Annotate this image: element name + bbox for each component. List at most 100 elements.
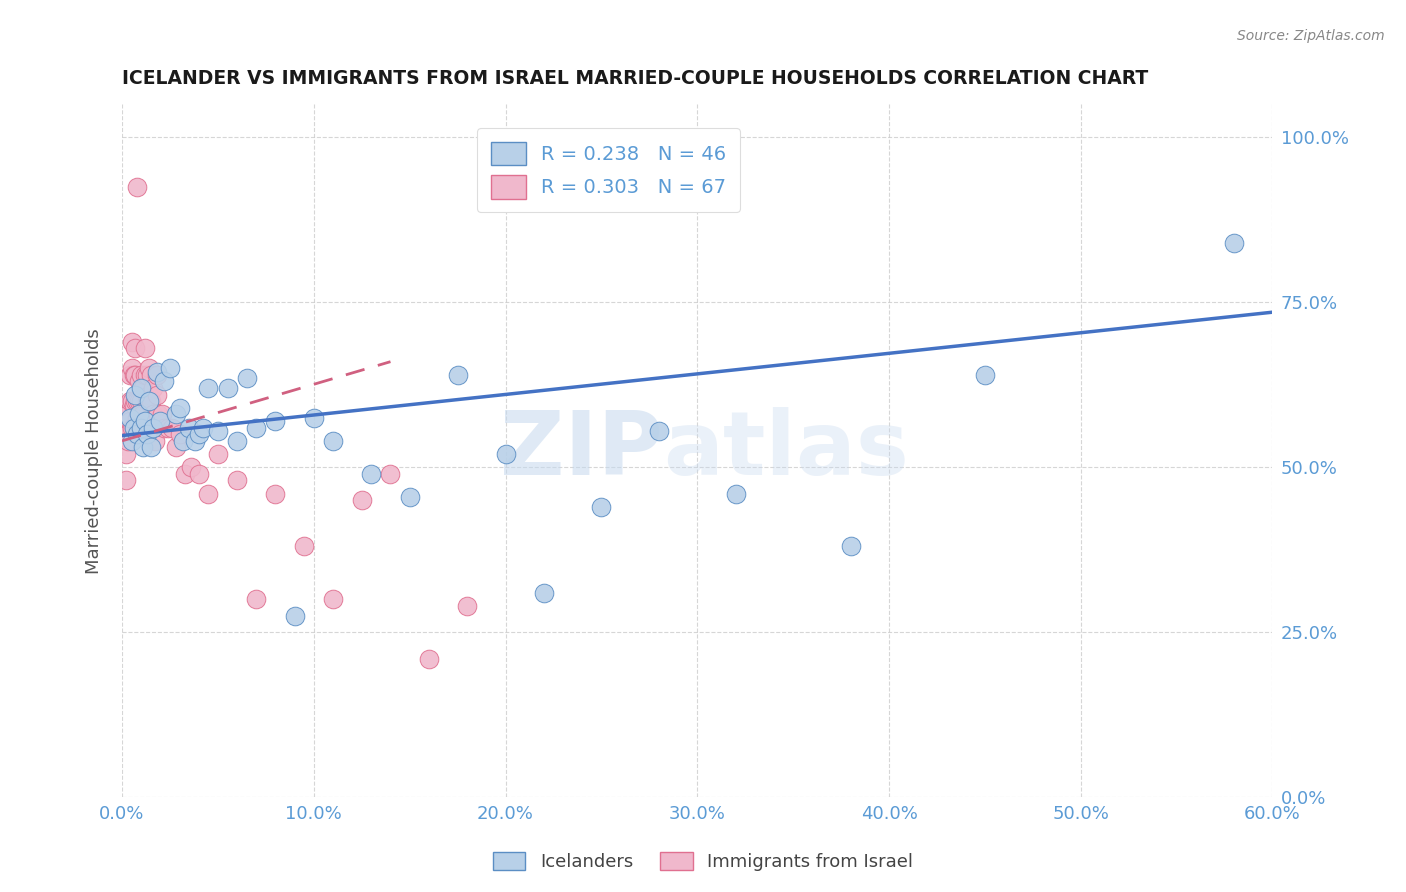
- Point: [322, 592, 344, 607]
- Point: [245, 420, 267, 434]
- Point: [129, 420, 152, 434]
- Point: [446, 368, 468, 382]
- Text: Source: ZipAtlas.com: Source: ZipAtlas.com: [1237, 29, 1385, 44]
- Point: [172, 434, 194, 448]
- Point: [839, 540, 862, 554]
- Point: [322, 434, 344, 448]
- Point: [122, 368, 145, 382]
- Point: [350, 493, 373, 508]
- Point: [121, 361, 143, 376]
- Point: [226, 434, 249, 448]
- Point: [157, 420, 180, 434]
- Point: [127, 394, 149, 409]
- Point: [122, 398, 145, 412]
- Point: [117, 408, 139, 422]
- Point: [591, 500, 613, 514]
- Point: [136, 427, 159, 442]
- Text: ICELANDER VS IMMIGRANTS FROM ISRAEL MARRIED-COUPLE HOUSEHOLDS CORRELATION CHART: ICELANDER VS IMMIGRANTS FROM ISRAEL MARR…: [122, 69, 1149, 87]
- Point: [360, 467, 382, 481]
- Point: [121, 394, 143, 409]
- Point: [115, 474, 138, 488]
- Point: [139, 394, 162, 409]
- Point: [118, 368, 141, 382]
- Point: [973, 368, 995, 382]
- Point: [139, 441, 162, 455]
- Point: [112, 408, 135, 422]
- Point: [132, 441, 155, 455]
- Point: [132, 381, 155, 395]
- Point: [533, 585, 555, 599]
- Point: [122, 420, 145, 434]
- Point: [129, 368, 152, 382]
- Point: [142, 420, 165, 434]
- Point: [150, 408, 173, 422]
- Point: [169, 427, 191, 442]
- Point: [153, 375, 176, 389]
- Point: [128, 394, 150, 409]
- Point: [179, 420, 201, 434]
- Point: [112, 424, 135, 438]
- Point: [226, 474, 249, 488]
- Point: [149, 417, 172, 432]
- Point: [143, 434, 166, 448]
- Point: [191, 420, 214, 434]
- Point: [142, 381, 165, 395]
- Point: [165, 408, 187, 422]
- Point: [138, 361, 160, 376]
- Point: [264, 414, 287, 428]
- Point: [180, 460, 202, 475]
- Point: [418, 651, 440, 665]
- Point: [207, 424, 229, 438]
- Point: [724, 486, 747, 500]
- Point: [134, 368, 156, 382]
- Point: [134, 342, 156, 356]
- Point: [115, 420, 138, 434]
- Point: [117, 434, 139, 448]
- Point: [127, 410, 149, 425]
- Point: [217, 381, 239, 395]
- Point: [138, 387, 160, 401]
- Point: [187, 467, 209, 481]
- Text: ZIP: ZIP: [501, 408, 662, 494]
- Point: [121, 434, 143, 448]
- Point: [145, 365, 167, 379]
- Point: [1223, 235, 1246, 250]
- Point: [398, 490, 420, 504]
- Point: [115, 447, 138, 461]
- Point: [145, 368, 167, 382]
- Point: [456, 599, 478, 613]
- Point: [118, 394, 141, 409]
- Point: [148, 408, 170, 422]
- Point: [136, 368, 159, 382]
- Point: [197, 381, 219, 395]
- Point: [207, 447, 229, 461]
- Text: atlas: atlas: [662, 408, 908, 494]
- Point: [184, 434, 207, 448]
- Point: [197, 486, 219, 500]
- Point: [121, 334, 143, 349]
- Point: [121, 420, 143, 434]
- Point: [187, 427, 209, 442]
- Legend: Icelanders, Immigrants from Israel: Icelanders, Immigrants from Israel: [485, 845, 921, 879]
- Point: [153, 420, 176, 434]
- Point: [118, 410, 141, 425]
- Point: [129, 394, 152, 409]
- Point: [129, 420, 152, 434]
- Point: [302, 410, 325, 425]
- Point: [165, 441, 187, 455]
- Point: [160, 420, 183, 434]
- Point: [380, 467, 402, 481]
- Point: [124, 394, 146, 409]
- Point: [169, 401, 191, 415]
- Point: [495, 447, 517, 461]
- Point: [124, 342, 146, 356]
- Point: [124, 387, 146, 401]
- Y-axis label: Married-couple Households: Married-couple Households: [86, 328, 103, 574]
- Point: [159, 361, 181, 376]
- Point: [235, 371, 257, 385]
- Point: [117, 427, 139, 442]
- Point: [292, 540, 315, 554]
- Point: [129, 381, 152, 395]
- Point: [127, 179, 149, 194]
- Point: [136, 394, 159, 409]
